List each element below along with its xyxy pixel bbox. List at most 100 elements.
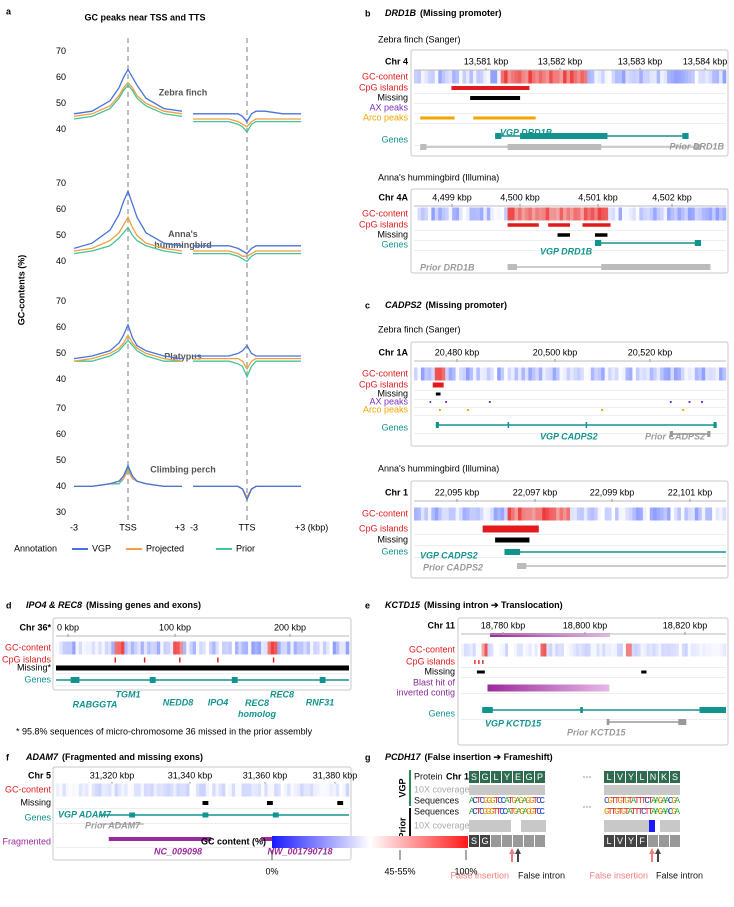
heatmap-cell bbox=[559, 367, 564, 381]
heatmap-cell bbox=[417, 367, 422, 381]
feature bbox=[557, 233, 570, 237]
panel-letter: d bbox=[6, 600, 12, 610]
amino-acid: L bbox=[606, 836, 611, 846]
protein-cell bbox=[469, 835, 479, 847]
heatmap-cell bbox=[537, 643, 541, 657]
heatmap-cell bbox=[431, 70, 436, 84]
heatmap-cell bbox=[497, 367, 501, 381]
heatmap-cell bbox=[635, 70, 640, 84]
heatmap-cell bbox=[556, 70, 560, 84]
series-line bbox=[73, 68, 183, 115]
coordinate-label: 31,340 kbp bbox=[168, 770, 213, 780]
heatmap-cell bbox=[218, 783, 223, 797]
heatmap-cell bbox=[483, 70, 488, 84]
heatmap-cell bbox=[569, 643, 574, 657]
heatmap-cell bbox=[332, 641, 337, 655]
heatmap-cell bbox=[635, 507, 640, 521]
heatmap-cell bbox=[476, 70, 481, 84]
heatmap-cell bbox=[147, 783, 151, 797]
heatmap-cell bbox=[516, 643, 521, 657]
heatmap-cell bbox=[597, 207, 602, 221]
panel-title: CADPS2 (Missing promoter) bbox=[385, 300, 507, 310]
heatmap-cell bbox=[127, 641, 132, 655]
feature bbox=[487, 684, 610, 692]
series-line bbox=[73, 333, 183, 362]
heatmap-cell bbox=[656, 70, 661, 84]
track-label: Missing bbox=[377, 534, 408, 544]
heatmap-cell bbox=[622, 207, 626, 221]
feature bbox=[495, 133, 502, 139]
heatmap-cell bbox=[549, 367, 553, 381]
heatmap-cell bbox=[254, 641, 259, 655]
amino-acid: S bbox=[471, 836, 477, 846]
y-tick-label: 60 bbox=[56, 204, 66, 214]
heatmap-cell bbox=[570, 70, 574, 84]
track-label: Missing bbox=[424, 666, 455, 676]
heatmap-cell bbox=[646, 643, 650, 657]
coverage bbox=[469, 785, 545, 795]
heatmap-cell bbox=[528, 367, 533, 381]
heatmap-cell bbox=[576, 367, 581, 381]
heatmap-cell bbox=[414, 70, 418, 84]
amino-acid: Y bbox=[628, 836, 634, 846]
nucleotide: C bbox=[501, 796, 507, 806]
series-line bbox=[193, 344, 301, 357]
heatmap-cell bbox=[615, 367, 619, 381]
heatmap-cell bbox=[244, 783, 249, 797]
feature bbox=[582, 223, 611, 227]
heatmap-cell bbox=[497, 207, 501, 221]
nucleotide: T bbox=[624, 807, 630, 817]
nucleotide: C bbox=[536, 796, 542, 806]
heatmap-cell bbox=[441, 367, 446, 381]
nucleotide: G bbox=[614, 807, 619, 817]
heatmap-cell bbox=[719, 507, 723, 521]
heatmap-cell bbox=[528, 643, 532, 657]
panel-letter: g bbox=[365, 752, 371, 762]
y-tick-label: 70 bbox=[56, 46, 66, 56]
track-label: GC-content bbox=[362, 71, 409, 81]
feature bbox=[435, 422, 439, 428]
amino-acid: L bbox=[639, 772, 644, 782]
heatmap-cell bbox=[147, 641, 151, 655]
x-tick-label: TSS bbox=[119, 522, 137, 532]
heatmap-cell bbox=[427, 507, 432, 521]
panel-title: ADAM7 (Fragmented and missing exons) bbox=[25, 752, 203, 762]
feature bbox=[678, 719, 687, 725]
heatmap-cell bbox=[639, 507, 644, 521]
nucleotide: G bbox=[526, 807, 531, 817]
heatmap-cell bbox=[72, 783, 76, 797]
amino-acid: S bbox=[471, 772, 477, 782]
heatmap-cell bbox=[293, 641, 298, 655]
heatmap-cell bbox=[545, 207, 550, 221]
heatmap-cell bbox=[705, 207, 709, 221]
heatmap-cell bbox=[91, 783, 96, 797]
amino-acid: N bbox=[650, 772, 657, 782]
heatmap-cell bbox=[608, 507, 612, 521]
heatmap-cell bbox=[519, 643, 524, 657]
heatmap-cell bbox=[511, 507, 515, 521]
protein-cell bbox=[524, 835, 534, 847]
heatmap-cell bbox=[414, 367, 418, 381]
heatmap-cell bbox=[597, 507, 602, 521]
panel-letter: f bbox=[6, 752, 10, 762]
heatmap-cell bbox=[698, 507, 703, 521]
heatmap-cell bbox=[649, 207, 654, 221]
x-tick-label: -3 bbox=[190, 522, 198, 532]
heatmap-cell bbox=[130, 783, 135, 797]
heatmap-cell bbox=[593, 643, 597, 657]
heatmap-cell bbox=[719, 70, 723, 84]
heatmap-cell bbox=[601, 367, 605, 381]
nucleotide: T bbox=[634, 796, 640, 806]
nucleotide: T bbox=[493, 807, 499, 817]
heatmap-cell bbox=[504, 207, 508, 221]
heatmap-cell bbox=[452, 367, 456, 381]
feature bbox=[594, 240, 602, 246]
heatmap-cell bbox=[186, 641, 190, 655]
amino-acid: G bbox=[481, 772, 488, 782]
feature bbox=[129, 812, 136, 818]
heatmap-cell bbox=[705, 643, 709, 657]
track-label: CpG islands bbox=[359, 219, 409, 229]
y-tick-label: 50 bbox=[56, 230, 66, 240]
heatmap-cell bbox=[342, 641, 347, 655]
track-label: GC-content bbox=[362, 368, 409, 378]
